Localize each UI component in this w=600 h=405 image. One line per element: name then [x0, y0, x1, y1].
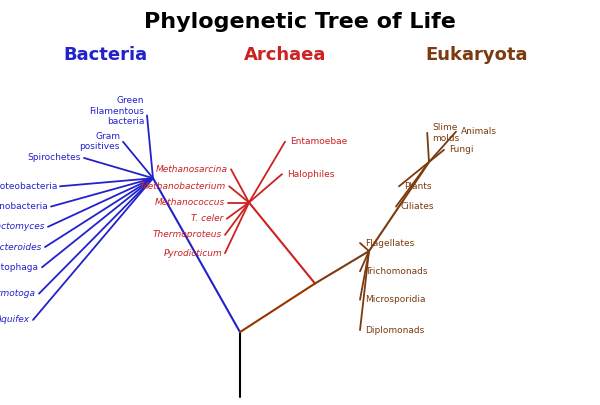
Text: Cytophaga: Cytophaga — [0, 263, 39, 272]
Text: Bacteroides: Bacteroides — [0, 243, 42, 252]
Text: Thermoproteus: Thermoproteus — [153, 230, 222, 239]
Text: Thermotoga: Thermotoga — [0, 289, 36, 298]
Text: Entamoebae: Entamoebae — [290, 137, 347, 146]
Text: Halophiles: Halophiles — [287, 170, 334, 179]
Text: Fungi: Fungi — [449, 145, 473, 154]
Text: Proteobacteria: Proteobacteria — [0, 182, 57, 191]
Text: Aquifex: Aquifex — [0, 315, 30, 324]
Text: Pyrodicticum: Pyrodicticum — [163, 249, 222, 258]
Text: Green
Filamentous
bacteria: Green Filamentous bacteria — [89, 96, 144, 126]
Text: Planctomyces: Planctomyces — [0, 222, 45, 231]
Text: Slime
molds: Slime molds — [432, 123, 459, 143]
Text: Phylogenetic Tree of Life: Phylogenetic Tree of Life — [144, 12, 456, 32]
Text: Bacteria: Bacteria — [63, 46, 147, 64]
Text: Archaea: Archaea — [244, 46, 326, 64]
Text: Eukaryota: Eukaryota — [426, 46, 528, 64]
Text: Plants: Plants — [404, 182, 431, 191]
Text: T. celer: T. celer — [191, 214, 224, 223]
Text: Cyanobacteria: Cyanobacteria — [0, 202, 48, 211]
Text: Flagellates: Flagellates — [365, 239, 414, 247]
Text: Gram
positives: Gram positives — [80, 132, 120, 151]
Text: Ciliates: Ciliates — [401, 202, 434, 211]
Text: Methanococcus: Methanococcus — [155, 198, 225, 207]
Text: Trichomonads: Trichomonads — [365, 267, 427, 276]
Text: Animals: Animals — [461, 127, 497, 136]
Text: Microsporidia: Microsporidia — [365, 295, 425, 304]
Text: Methanosarcina: Methanosarcina — [156, 165, 228, 174]
Text: Diplomonads: Diplomonads — [365, 326, 424, 335]
Text: Spirochetes: Spirochetes — [28, 153, 81, 162]
Text: Methanobacterium: Methanobacterium — [141, 182, 226, 191]
